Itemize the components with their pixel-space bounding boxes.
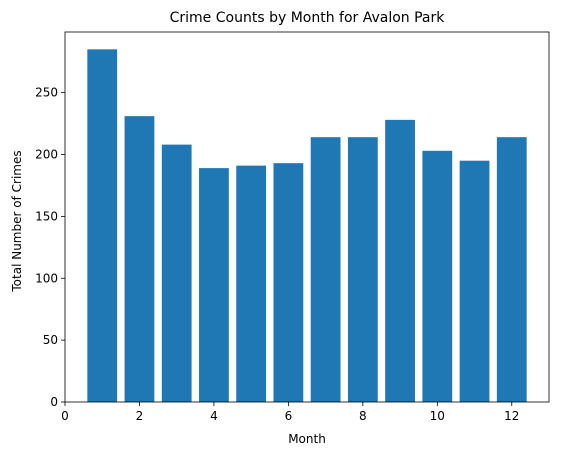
x-tick-label: 4 [210, 409, 218, 423]
bar-month-1 [87, 49, 118, 403]
bar-month-3 [161, 144, 192, 402]
bar-month-12 [496, 137, 527, 402]
bar-month-4 [199, 168, 229, 402]
y-tick-label: 150 [35, 209, 58, 223]
y-tick-label: 100 [35, 271, 58, 285]
y-axis-ticks: 0 50 100 150 200 250 [35, 86, 65, 409]
x-tick-label: 12 [504, 409, 519, 423]
chart-title: Crime Counts by Month for Avalon Park [170, 10, 446, 26]
bar-month-5 [236, 165, 267, 402]
x-axis-ticks: 0 2 4 6 8 10 12 [61, 402, 519, 423]
bars-group [87, 49, 527, 403]
bar-month-7 [310, 137, 341, 402]
x-tick-label: 10 [430, 409, 445, 423]
bar-month-10 [422, 150, 453, 402]
plot-frame [64, 31, 550, 403]
x-tick-label: 0 [61, 409, 69, 423]
y-tick-label: 50 [43, 333, 58, 347]
y-axis-label: Total Number of Crimes [10, 150, 24, 292]
bar-month-2 [124, 116, 155, 402]
x-tick-label: 2 [136, 409, 144, 423]
x-tick-label: 8 [359, 409, 367, 423]
bar-month-9 [385, 119, 415, 403]
x-tick-label: 6 [285, 409, 293, 423]
bar-month-8 [347, 137, 378, 402]
x-axis-label: Month [288, 432, 326, 446]
y-tick-label: 200 [35, 148, 58, 162]
bar-month-6 [273, 163, 304, 402]
bar-month-11 [459, 160, 490, 402]
y-tick-label: 0 [50, 395, 58, 409]
y-tick-label: 250 [35, 86, 58, 100]
